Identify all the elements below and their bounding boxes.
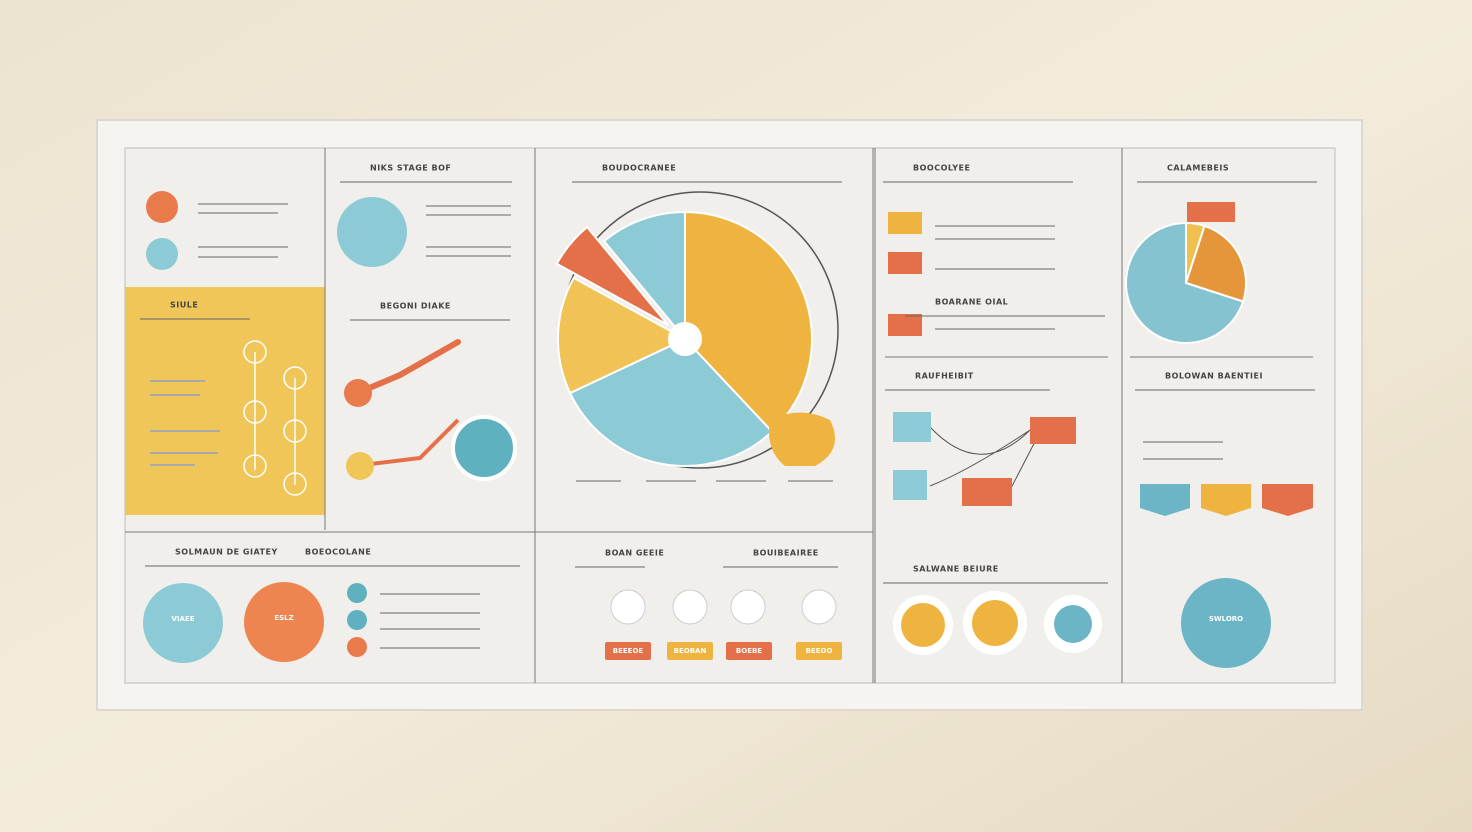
text-line	[576, 480, 621, 482]
text-line	[150, 430, 220, 432]
pie-hole	[668, 322, 702, 356]
pie-slice	[568, 337, 774, 467]
heading: CALAMEBEIS	[1167, 164, 1229, 173]
connector	[361, 418, 460, 467]
text-line	[380, 593, 480, 595]
heading: SIULE	[170, 301, 198, 310]
text-line	[198, 212, 278, 214]
heading: SOLMAUN DE GIATEY	[175, 548, 278, 557]
icon	[337, 197, 407, 267]
badge	[244, 582, 324, 662]
text-line	[150, 452, 218, 454]
text-line	[380, 612, 480, 614]
timeline	[243, 340, 307, 496]
text-line	[1143, 458, 1223, 460]
button-label: BEEOO	[806, 647, 833, 655]
text-line	[1143, 441, 1223, 443]
pie-slice	[1184, 224, 1247, 303]
heading: BOUIBEAIREE	[753, 549, 819, 558]
node	[346, 452, 374, 480]
text-line	[198, 203, 288, 205]
connector	[357, 339, 461, 395]
node	[344, 379, 372, 407]
heading: BOOCOLYEE	[913, 164, 970, 173]
pie-slice	[684, 210, 813, 433]
heading: BOAN GEEIE	[605, 549, 664, 558]
text-line	[646, 480, 696, 482]
text-line	[150, 464, 195, 466]
heading: RAUFHEIBIT	[915, 372, 974, 381]
text-line	[935, 268, 1055, 270]
button	[605, 642, 651, 660]
pies	[555, 210, 1247, 467]
text-line	[716, 480, 766, 482]
text-line	[198, 246, 288, 248]
button	[667, 642, 713, 660]
node	[451, 415, 517, 481]
text-line	[150, 380, 205, 382]
heading: BOLOWAN BAENTIEI	[1165, 372, 1263, 381]
button-label: BOEBE	[736, 647, 762, 655]
badge	[143, 583, 223, 663]
button-label: BEEEOE	[613, 647, 644, 655]
heading: BOUDOCRANEE	[602, 164, 676, 173]
heading: NIKS STAGE BOF	[370, 164, 451, 173]
pie-slice	[557, 276, 688, 395]
medallions	[347, 583, 1102, 657]
badge-label: SWLORO	[1209, 615, 1243, 623]
button	[796, 642, 842, 660]
flow	[888, 202, 1313, 516]
text-line	[426, 246, 511, 248]
pie-slice	[555, 225, 669, 326]
heading: BOARANE OIAL	[935, 298, 1008, 307]
icon	[146, 238, 178, 270]
content: NIKS STAGE BOF BEGONI DIAKE BOUDOCRANEE BOO…	[140, 164, 1317, 668]
badge	[1181, 578, 1271, 668]
text-line	[935, 238, 1055, 240]
callout	[769, 412, 835, 466]
heading: BOEOCOLANE	[305, 548, 371, 557]
text-line	[150, 394, 200, 396]
pie-slice	[1125, 221, 1245, 344]
text-line	[426, 214, 511, 216]
text-line	[935, 328, 1055, 330]
text-line	[380, 647, 480, 649]
pie-slice	[602, 210, 686, 342]
yellow-panel	[125, 287, 325, 515]
heading: SALWANE BEIURE	[913, 565, 999, 574]
button	[726, 642, 772, 660]
heading: BEGONI DIAKE	[380, 302, 451, 311]
text-line	[788, 480, 833, 482]
dividers	[125, 148, 1313, 683]
text-line	[380, 628, 480, 630]
button-label: BEOBAN	[674, 647, 707, 655]
badge-label: ESLZ	[274, 614, 293, 622]
text-line	[198, 256, 278, 258]
badge-label: VIAEE	[171, 615, 194, 623]
text-line	[426, 205, 511, 207]
icon	[146, 191, 178, 223]
text-line	[426, 255, 511, 257]
text-line	[935, 225, 1055, 227]
